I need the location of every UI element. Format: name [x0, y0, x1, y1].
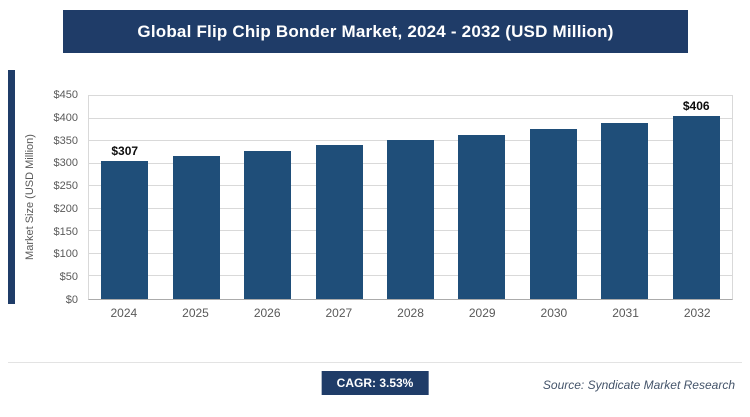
bar-slot-2028 [375, 96, 446, 299]
bar-slot-2025 [160, 96, 231, 299]
bar-2024 [101, 160, 149, 299]
y-tick-label: $450 [53, 89, 78, 101]
bar-2031 [601, 122, 649, 299]
x-tick-label-2031: 2031 [612, 306, 639, 320]
y-tick-label: $200 [53, 202, 78, 215]
y-axis-ticks: $0 $50 $100 $150 $200 $250 $300 $350 $400 $450 [38, 89, 82, 306]
chart-title: Global Flip Chip Bonder Market, 2024 - 2… [63, 10, 688, 53]
x-tick-label-2028: 2028 [397, 306, 424, 320]
bar-value-label-2032: $406 [682, 98, 710, 113]
bar-2032 [672, 115, 720, 299]
x-tick-label-2029: 2029 [468, 306, 496, 320]
bar-slot-2032: $406 [661, 96, 732, 299]
bar-2027 [315, 145, 363, 299]
x-axis-labels: 2024 2025 2026 2027 2028 2029 2030 2031 2032 [88, 306, 733, 320]
y-axis-title: Market Size (USD Million) [24, 134, 36, 260]
y-tick-label: $300 [53, 157, 78, 170]
x-tick-label-2025: 2025 [182, 306, 209, 320]
bar-slot-2027 [303, 96, 374, 299]
plot-area: $307 $406 [88, 95, 733, 300]
y-tick-label: $0 [65, 294, 78, 306]
bar-2029 [458, 134, 506, 299]
gridline [89, 117, 732, 119]
bar-slot-2031 [589, 96, 660, 299]
x-tick-label-2026: 2026 [253, 306, 281, 320]
y-tick-label: $50 [59, 271, 78, 284]
source-credit: Source: Syndicate Market Research [542, 378, 735, 392]
x-tick-label-2024: 2024 [110, 306, 138, 320]
y-tick-label: $350 [53, 134, 78, 147]
x-tick-label-2030: 2030 [540, 306, 568, 320]
bar-slot-2029 [446, 96, 517, 299]
bars: $307 $406 [89, 96, 732, 299]
y-tick-label: $400 [53, 111, 78, 124]
y-tick-label: $250 [53, 180, 78, 193]
bar-value-label-2024: $307 [111, 143, 139, 158]
footer-divider [8, 362, 742, 363]
bar-slot-2030 [518, 96, 589, 299]
bar-2026 [244, 150, 292, 299]
cagr-badge: CAGR: 3.53% [321, 371, 429, 395]
left-accent-stripe [8, 70, 15, 304]
bar-2028 [386, 140, 434, 299]
bar-slot-2026 [232, 96, 303, 299]
bar-2030 [529, 128, 577, 299]
bar-slot-2024: $307 [89, 96, 160, 299]
y-tick-label: $100 [53, 248, 78, 261]
x-tick-label-2032: 2032 [683, 306, 711, 320]
x-tick-label-2027: 2027 [325, 306, 353, 320]
bar-2025 [172, 155, 220, 299]
y-tick-label: $150 [53, 225, 78, 238]
